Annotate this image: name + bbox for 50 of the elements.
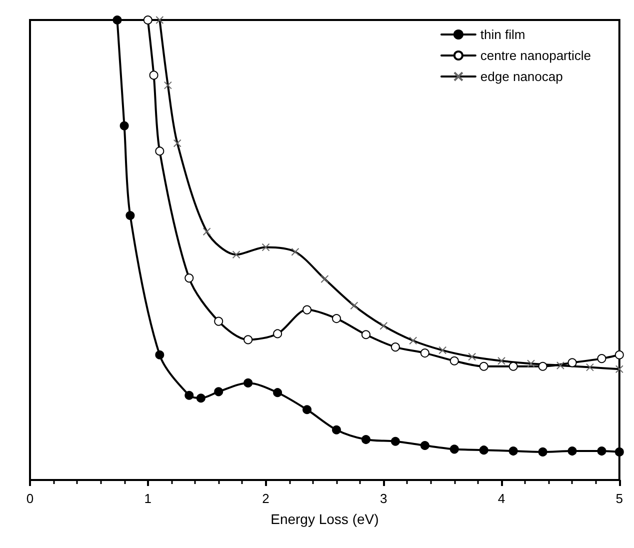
point [361,330,370,340]
point [390,342,400,352]
point [508,362,518,371]
point [420,441,430,450]
point [302,305,312,314]
point [361,435,370,444]
legend-label: centre nanoparticle [480,48,592,63]
point [196,394,206,403]
point [614,447,624,456]
point [184,274,194,283]
point [149,70,158,80]
point [184,390,194,400]
point [143,16,152,24]
x-tick-label: 3 [380,491,388,506]
point [112,16,122,24]
point [538,447,548,456]
point [120,121,129,130]
point [214,387,224,396]
point [420,348,430,358]
point [568,446,577,456]
point [214,316,224,326]
point [508,446,518,456]
x-tick-label: 4 [498,491,506,506]
legend-label: thin film [480,27,526,42]
point [155,146,164,156]
x-tick-label: 0 [26,491,34,506]
point [479,446,488,455]
point [273,388,282,398]
point [244,335,253,344]
point [332,425,341,434]
point [450,444,459,454]
point [155,350,164,360]
point [479,362,488,371]
x-axis-title: Energy Loss (eV) [270,511,379,527]
legend-label: edge nanocap [480,69,563,84]
x-tick-label: 2 [262,491,270,506]
point [273,329,282,338]
point [244,378,253,388]
point [597,354,606,364]
point [597,446,606,456]
point [390,436,400,446]
point [126,211,135,220]
point [538,362,548,371]
point [614,350,624,360]
x-tick-label: 5 [616,491,623,506]
point [302,405,312,414]
point [568,358,577,368]
point [450,356,459,366]
point [332,314,341,324]
x-tick-label: 1 [144,491,152,506]
